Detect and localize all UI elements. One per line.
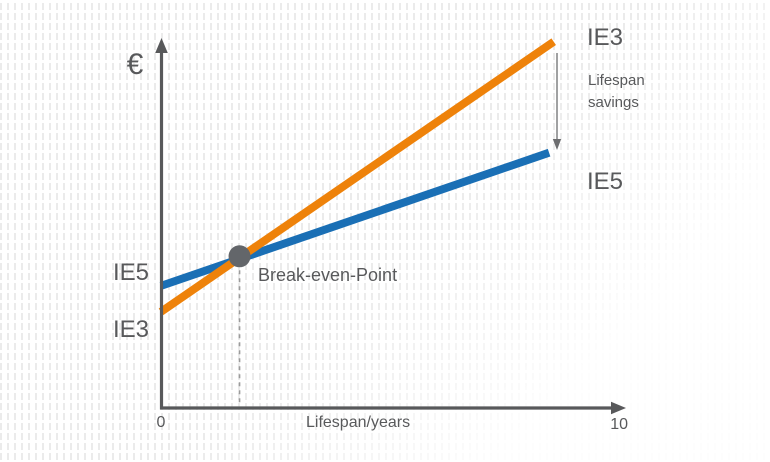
y-axis-arrowhead <box>155 38 168 53</box>
ie3-line-end-label: IE3 <box>587 24 624 51</box>
break-even-dot <box>228 245 251 268</box>
x-axis-arrowhead <box>611 401 626 415</box>
ie5-line-end-label: IE5 <box>587 168 624 195</box>
lifespan-savings-label: Lifespan savings <box>588 72 645 111</box>
ie5-intercept-label: IE5 <box>112 259 149 286</box>
x-axis-max-tick-label: 10 <box>610 416 628 433</box>
y-axis-unit-label: € <box>126 48 144 81</box>
ie3-line <box>158 38 556 316</box>
lifespan-savings-arrowhead <box>552 139 562 150</box>
x-axis-origin-tick-label: 0 <box>156 414 166 431</box>
break-even-point-label: Break-even-Point <box>258 265 398 285</box>
x-axis-title: Lifespan/years <box>306 414 411 431</box>
ie3-intercept-label: IE3 <box>112 316 149 343</box>
